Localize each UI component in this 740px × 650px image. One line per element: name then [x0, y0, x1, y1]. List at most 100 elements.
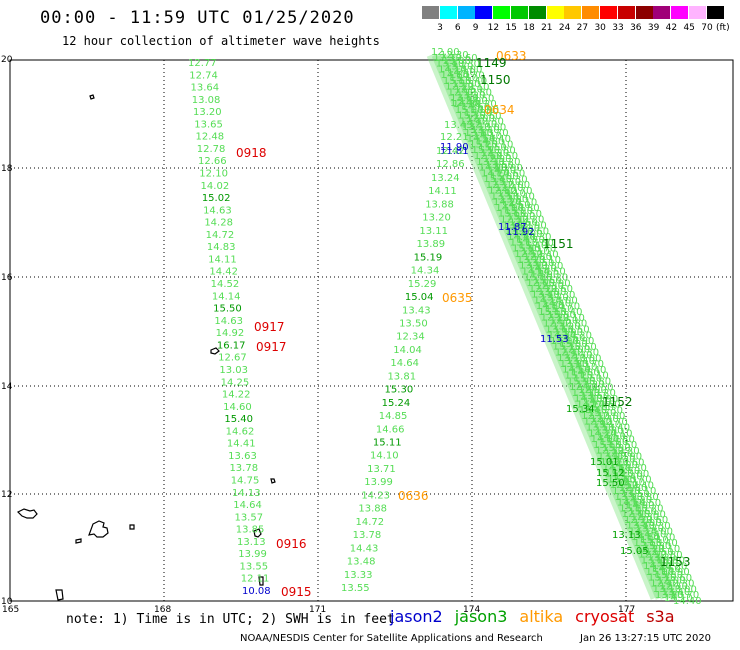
swh-value: 13.89 [416, 239, 445, 250]
swh-value: 15.20 [564, 370, 593, 381]
swh-value: 13.60 [545, 324, 574, 335]
swh-value: 14.60 [592, 400, 621, 411]
swh-value: 13.00 [538, 287, 567, 298]
legend-swatch [706, 6, 724, 19]
swh-value: 14.63 [203, 205, 232, 216]
swh-value: 13.40 [506, 192, 535, 203]
swh-value: 13.88 [358, 504, 387, 515]
swh-value: 12.10 [616, 477, 645, 488]
swh-value: 12.90 [638, 550, 667, 561]
swh-value: 12.48 [196, 132, 225, 143]
swh-value: 14.00 [479, 163, 508, 174]
swh-value: 14.72 [356, 517, 385, 528]
swh-value: 15.60 [568, 342, 597, 353]
island-outline [89, 94, 95, 100]
map-grid [10, 60, 733, 601]
swh-value: 14.30 [643, 561, 672, 572]
swh-value: 12.90 [613, 452, 642, 463]
legend-swatch [564, 6, 582, 19]
time-label: 0633 [496, 49, 527, 63]
swh-value: 14.70 [647, 532, 676, 543]
swh-value: 13.43 [402, 305, 431, 316]
time-label: 0918 [236, 146, 267, 160]
swh-value: 13.30 [547, 290, 576, 301]
swh-value: 15.50 [609, 440, 638, 451]
swh-value: 13.40 [531, 290, 560, 301]
swh-value: 13.90 [590, 394, 619, 405]
swh-value: 15.30 [524, 272, 553, 283]
swh-value: 13.10 [593, 420, 622, 431]
swh-value: 15.60 [593, 440, 622, 451]
swh-value: 14.50 [632, 498, 661, 509]
swh-value: 15.70 [553, 342, 582, 353]
legend-label: 21 [541, 23, 553, 33]
swh-value: 13.90 [494, 163, 523, 174]
swh-value: 14.70 [551, 301, 580, 312]
swh-value: 15.50 [538, 307, 567, 318]
swh-value: 12.80 [523, 252, 552, 263]
swh-value: 14.28 [204, 218, 233, 229]
time-label: 1150 [480, 73, 511, 87]
swh-value: 14.10 [604, 428, 633, 439]
legend-swatch [635, 6, 653, 19]
swh-value-highlight: 11.81 [440, 146, 469, 157]
swh-value: 12.77 [188, 58, 217, 69]
swh-value: 14.60 [617, 498, 646, 509]
swh-value: 12.70 [564, 350, 593, 361]
swh-value: 15.80 [487, 145, 516, 156]
swh-value: 14.30 [523, 232, 552, 243]
swh-value: 14.64 [233, 500, 262, 511]
swh-value: 15.90 [567, 376, 596, 387]
legend-label: 27 [576, 23, 589, 33]
swh-value: 15.70 [648, 573, 677, 584]
island-outline [88, 520, 109, 538]
swh-value-highlight: 15.12 [596, 468, 625, 479]
legend-swatch [457, 6, 475, 19]
swh-value: 14.10 [533, 295, 562, 306]
swh-value: 13.90 [519, 261, 548, 272]
swh-value: 12.90 [578, 385, 607, 396]
swh-value: 14.00 [574, 394, 603, 405]
swh-value: 12.00 [597, 411, 626, 422]
swh-value: 12.30 [631, 512, 660, 523]
swh-value: 12.00 [526, 278, 555, 289]
swh-value: 12.10 [556, 313, 585, 324]
swh-value: 12.30 [535, 281, 564, 292]
time-label: 0635 [442, 291, 473, 305]
swh-value: 13.30 [572, 388, 601, 399]
swh-value: 13.50 [656, 556, 685, 567]
swh-value: 15.70 [492, 177, 521, 188]
swh-value: 14.11 [208, 254, 237, 265]
swh-value: 14.42 [209, 267, 238, 278]
swh-value: 14.66 [376, 424, 405, 435]
swh-value: 13.50 [491, 191, 520, 202]
swh-value: 13.80 [560, 359, 589, 370]
swh-value: 15.00 [490, 171, 519, 182]
swh-value-highlight: 13.13 [612, 530, 641, 541]
swh-value: 13.20 [587, 388, 616, 399]
swh-value: 13.00 [598, 451, 627, 462]
swh-value: 13.40 [626, 521, 655, 532]
swh-value: 14.60 [223, 402, 252, 413]
legend-swatch [528, 6, 546, 19]
swh-value: 13.85 [236, 525, 265, 536]
time-label: 0916 [276, 537, 307, 551]
legend-label: 36 [630, 23, 642, 33]
swh-value: 14.70 [516, 235, 545, 246]
swh-value: 14.90 [495, 203, 524, 214]
swh-value: 13.70 [671, 590, 700, 601]
swh-value: 13.40 [436, 59, 465, 70]
swh-value: 15.30 [594, 405, 623, 416]
swh-value: 14.00 [549, 296, 578, 307]
lat-label: 20 [1, 55, 13, 65]
island-outline [55, 589, 64, 601]
swh-value: 12.10 [521, 246, 550, 257]
swh-value: 15.10 [580, 371, 609, 382]
swh-value: 15.00 [550, 336, 579, 347]
note-text: note: 1) Time is in UTC; 2) SWH is in fe… [66, 612, 395, 627]
swh-value: 14.30 [548, 330, 577, 341]
legend-swatch [600, 6, 617, 19]
legend-swatch [582, 6, 600, 19]
swh-value: 12.40 [460, 116, 489, 127]
